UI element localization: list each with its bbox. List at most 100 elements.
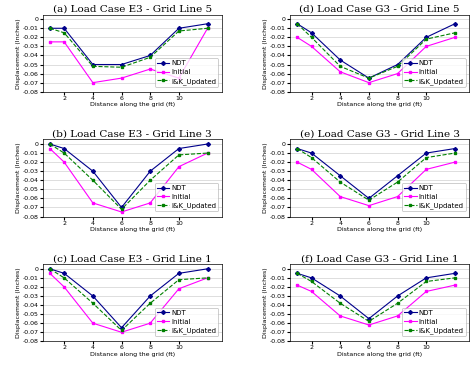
- Line: Initial: Initial: [296, 36, 456, 84]
- NDT: [90, 62, 96, 67]
- Initial: [118, 330, 124, 334]
- Initial: [366, 203, 372, 208]
- Initial: [47, 40, 53, 44]
- Line: I&K_Updated: I&K_Updated: [296, 272, 456, 323]
- Initial: [90, 321, 96, 326]
- I&K_Updated: [337, 180, 343, 184]
- Initial: [337, 314, 343, 318]
- NDT: [366, 316, 372, 321]
- Line: NDT: NDT: [48, 22, 209, 66]
- NDT: [118, 326, 124, 330]
- NDT: [61, 146, 67, 151]
- NDT: [395, 174, 401, 178]
- NDT: [309, 151, 314, 155]
- NDT: [47, 26, 53, 30]
- Y-axis label: Displacement (Inches): Displacement (Inches): [264, 268, 268, 338]
- Initial: [337, 70, 343, 74]
- Title: (f) Load Case G3 - Grid Line 1: (f) Load Case G3 - Grid Line 1: [301, 254, 458, 264]
- NDT: [147, 294, 153, 298]
- Initial: [452, 35, 458, 40]
- NDT: [176, 271, 182, 276]
- I&K_Updated: [147, 301, 153, 305]
- I&K_Updated: [61, 276, 67, 280]
- Initial: [118, 76, 124, 80]
- NDT: [366, 76, 372, 80]
- X-axis label: Distance along the grid (ft): Distance along the grid (ft): [90, 102, 175, 107]
- Line: Initial: Initial: [48, 147, 209, 213]
- Initial: [337, 195, 343, 199]
- Initial: [395, 72, 401, 76]
- Initial: [309, 289, 314, 294]
- Initial: [176, 287, 182, 291]
- NDT: [395, 294, 401, 298]
- Title: (c) Load Case E3 - Grid Line 1: (c) Load Case E3 - Grid Line 1: [53, 254, 212, 264]
- NDT: [90, 294, 96, 298]
- Initial: [61, 285, 67, 289]
- I&K_Updated: [395, 301, 401, 305]
- I&K_Updated: [366, 198, 372, 203]
- Line: NDT: NDT: [296, 22, 456, 80]
- Initial: [176, 164, 182, 169]
- NDT: [147, 53, 153, 58]
- Initial: [147, 201, 153, 205]
- Initial: [205, 151, 210, 155]
- X-axis label: Distance along the grid (ft): Distance along the grid (ft): [90, 227, 175, 232]
- NDT: [309, 30, 314, 35]
- Initial: [118, 210, 124, 214]
- NDT: [337, 58, 343, 62]
- I&K_Updated: [423, 155, 429, 160]
- NDT: [205, 142, 210, 146]
- Legend: NDT, Initial, I&K_Updated: NDT, Initial, I&K_Updated: [155, 308, 219, 336]
- NDT: [423, 35, 429, 40]
- Line: I&K_Updated: I&K_Updated: [48, 268, 209, 332]
- Initial: [90, 201, 96, 205]
- Initial: [309, 167, 314, 172]
- I&K_Updated: [395, 180, 401, 184]
- Initial: [294, 283, 300, 287]
- NDT: [452, 22, 458, 26]
- Y-axis label: Displacement (Inches): Displacement (Inches): [264, 143, 268, 213]
- Initial: [294, 35, 300, 40]
- NDT: [423, 276, 429, 280]
- I&K_Updated: [294, 22, 300, 26]
- Initial: [452, 283, 458, 287]
- I&K_Updated: [47, 266, 53, 271]
- I&K_Updated: [337, 301, 343, 305]
- Initial: [452, 160, 458, 164]
- X-axis label: Distance along the grid (ft): Distance along the grid (ft): [337, 102, 422, 107]
- I&K_Updated: [61, 30, 67, 35]
- Initial: [294, 160, 300, 164]
- I&K_Updated: [205, 276, 210, 280]
- I&K_Updated: [118, 207, 124, 211]
- Y-axis label: Displacement (Inches): Displacement (Inches): [16, 143, 21, 213]
- NDT: [366, 196, 372, 201]
- NDT: [337, 174, 343, 178]
- NDT: [294, 22, 300, 26]
- Y-axis label: Displacement (Inches): Displacement (Inches): [16, 18, 21, 88]
- NDT: [176, 146, 182, 151]
- Initial: [61, 40, 67, 44]
- Initial: [147, 321, 153, 326]
- X-axis label: Distance along the grid (ft): Distance along the grid (ft): [337, 227, 422, 232]
- I&K_Updated: [176, 29, 182, 33]
- Line: NDT: NDT: [296, 272, 456, 320]
- Initial: [309, 44, 314, 48]
- I&K_Updated: [452, 276, 458, 280]
- Legend: NDT, Initial, I&K_Updated: NDT, Initial, I&K_Updated: [402, 58, 466, 87]
- I&K_Updated: [294, 271, 300, 276]
- I&K_Updated: [452, 151, 458, 155]
- Initial: [47, 271, 53, 276]
- I&K_Updated: [61, 151, 67, 155]
- NDT: [61, 271, 67, 276]
- Initial: [205, 276, 210, 280]
- NDT: [294, 146, 300, 151]
- I&K_Updated: [118, 65, 124, 69]
- I&K_Updated: [90, 64, 96, 69]
- Legend: NDT, Initial, I&K_Updated: NDT, Initial, I&K_Updated: [402, 183, 466, 211]
- Initial: [176, 76, 182, 80]
- I&K_Updated: [423, 279, 429, 284]
- Initial: [423, 289, 429, 294]
- I&K_Updated: [118, 328, 124, 333]
- Initial: [90, 80, 96, 85]
- Line: I&K_Updated: I&K_Updated: [296, 147, 456, 201]
